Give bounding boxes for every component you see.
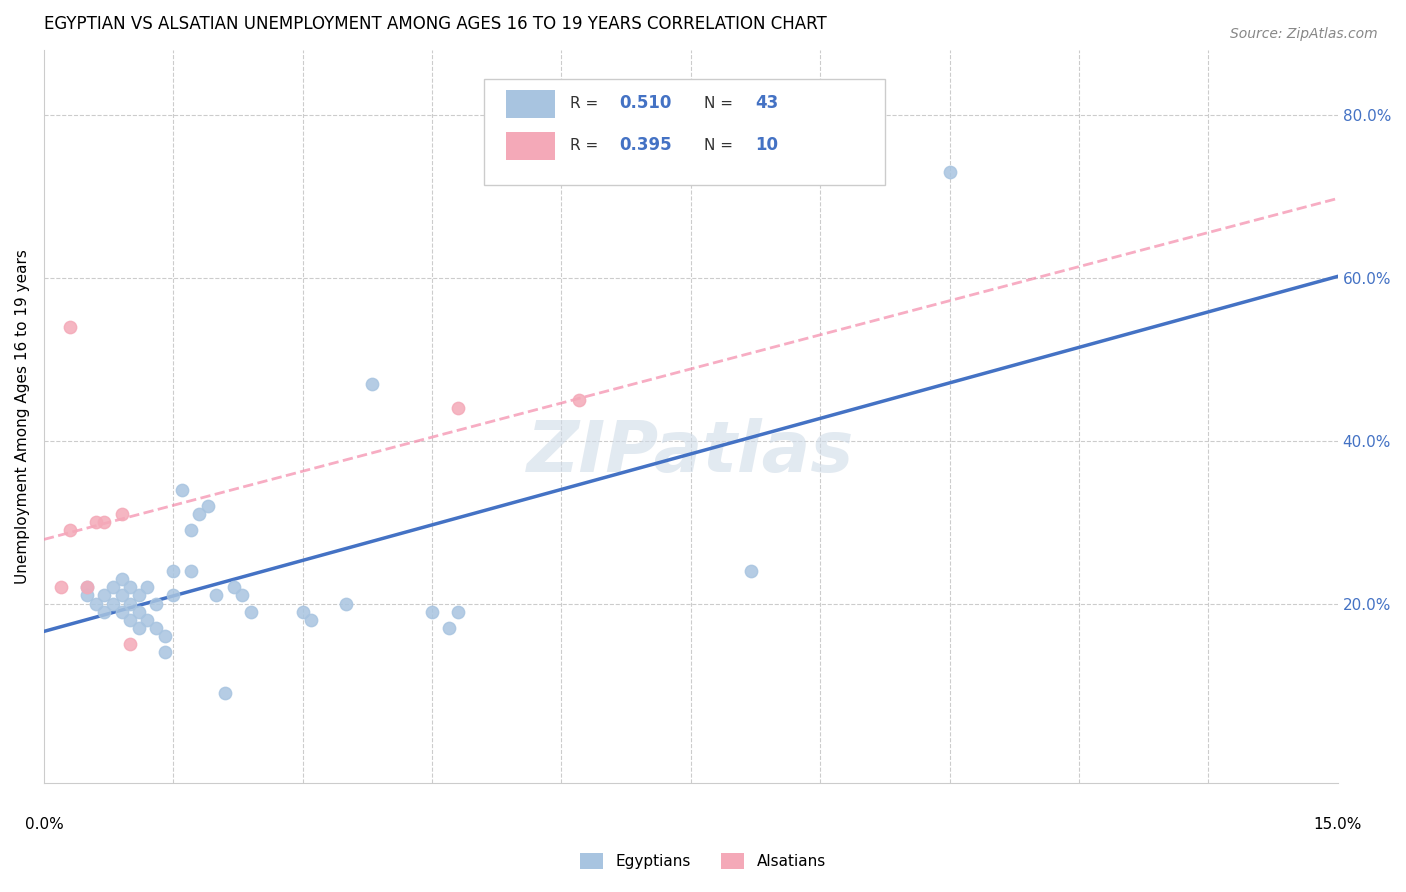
Point — [145, 621, 167, 635]
Text: R =: R = — [571, 95, 603, 111]
Point — [291, 605, 314, 619]
Point — [120, 613, 142, 627]
Point — [180, 523, 202, 537]
Point — [120, 597, 142, 611]
Text: 0.0%: 0.0% — [24, 817, 63, 832]
Bar — [506, 132, 555, 160]
Point — [938, 165, 960, 179]
Bar — [506, 90, 555, 118]
Point — [188, 507, 211, 521]
Point — [93, 605, 115, 619]
Point — [110, 588, 132, 602]
Point — [420, 605, 443, 619]
Text: 0.395: 0.395 — [620, 136, 672, 154]
Point — [222, 580, 245, 594]
Point — [205, 588, 228, 602]
Point — [84, 515, 107, 529]
Text: EGYPTIAN VS ALSATIAN UNEMPLOYMENT AMONG AGES 16 TO 19 YEARS CORRELATION CHART: EGYPTIAN VS ALSATIAN UNEMPLOYMENT AMONG … — [44, 15, 827, 33]
Point — [101, 580, 124, 594]
Text: N =: N = — [703, 95, 738, 111]
Text: 43: 43 — [755, 95, 779, 112]
FancyBboxPatch shape — [484, 79, 884, 186]
Point — [76, 588, 98, 602]
Text: R =: R = — [571, 137, 603, 153]
Point — [128, 621, 150, 635]
Point — [128, 605, 150, 619]
Point — [120, 580, 142, 594]
Point — [299, 613, 322, 627]
Point — [180, 564, 202, 578]
Text: N =: N = — [703, 137, 738, 153]
Point — [120, 637, 142, 651]
Point — [153, 629, 176, 643]
Point — [197, 499, 219, 513]
Point — [162, 588, 184, 602]
Y-axis label: Unemployment Among Ages 16 to 19 years: Unemployment Among Ages 16 to 19 years — [15, 249, 30, 583]
Point — [145, 597, 167, 611]
Point — [101, 597, 124, 611]
Text: Source: ZipAtlas.com: Source: ZipAtlas.com — [1230, 27, 1378, 41]
Point — [93, 515, 115, 529]
Point — [360, 376, 382, 391]
Point — [76, 580, 98, 594]
Point — [49, 580, 72, 594]
Point — [447, 605, 470, 619]
Point — [439, 621, 461, 635]
Point — [239, 605, 262, 619]
Point — [335, 597, 357, 611]
Text: 15.0%: 15.0% — [1313, 817, 1362, 832]
Point — [110, 572, 132, 586]
Point — [153, 645, 176, 659]
Point — [76, 580, 98, 594]
Point — [110, 507, 132, 521]
Point — [93, 588, 115, 602]
Point — [59, 319, 82, 334]
Point — [84, 597, 107, 611]
Point — [170, 483, 193, 497]
Point — [110, 605, 132, 619]
Text: 10: 10 — [755, 136, 779, 154]
Point — [136, 580, 159, 594]
Point — [214, 686, 236, 700]
Point — [447, 401, 470, 416]
Point — [231, 588, 253, 602]
Point — [568, 392, 591, 407]
Legend: Egyptians, Alsatians: Egyptians, Alsatians — [574, 847, 832, 875]
Text: 0.510: 0.510 — [620, 95, 672, 112]
Point — [59, 523, 82, 537]
Point — [162, 564, 184, 578]
Point — [740, 564, 762, 578]
Text: ZIPatlas: ZIPatlas — [527, 418, 855, 487]
Point — [128, 588, 150, 602]
Point — [136, 613, 159, 627]
